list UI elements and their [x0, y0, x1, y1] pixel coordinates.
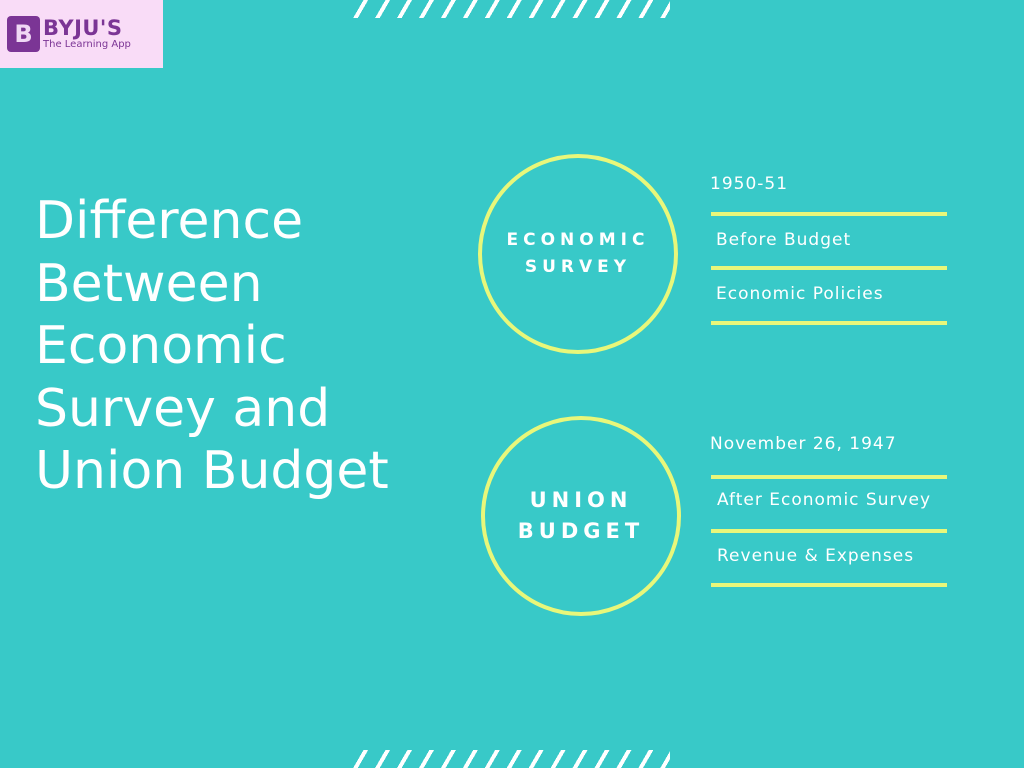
union-budget-date: November 26, 1947: [710, 434, 897, 454]
circle-label: ECONOMIC: [506, 230, 650, 250]
divider: [711, 583, 947, 587]
union-budget-circle: UNION BUDGET: [481, 416, 681, 616]
economic-survey-item: Economic Policies: [716, 284, 884, 304]
logo-tagline: The Learning App: [43, 39, 131, 50]
title-line: Survey and: [35, 378, 331, 439]
circle-label: UNION: [529, 488, 633, 512]
economic-survey-item: Before Budget: [716, 230, 852, 250]
union-budget-item: Revenue & Expenses: [717, 546, 915, 566]
divider: [711, 212, 947, 216]
title-line: Economic: [35, 316, 287, 376]
divider: [711, 321, 947, 325]
top-stripes-decoration: [352, 0, 670, 18]
title-line: Between: [35, 253, 263, 314]
divider: [711, 475, 947, 479]
byjus-logo: B BYJU'S The Learning App: [0, 0, 163, 68]
logo-mark-icon: B: [7, 16, 40, 52]
logo-brand: BYJU'S: [43, 16, 123, 40]
circle-label: BUDGET: [517, 519, 645, 543]
bottom-stripes-decoration: [352, 750, 670, 768]
circle-label: SURVEY: [524, 257, 632, 277]
divider: [711, 529, 947, 533]
title-line: Union Budget: [35, 441, 389, 501]
economic-survey-circle: ECONOMIC SURVEY: [478, 154, 678, 354]
economic-survey-year: 1950-51: [710, 174, 789, 194]
divider: [711, 266, 947, 270]
title-line: Difference: [35, 191, 304, 251]
page-title: Difference Between Economic Survey and U…: [35, 190, 455, 503]
union-budget-item: After Economic Survey: [717, 490, 932, 510]
